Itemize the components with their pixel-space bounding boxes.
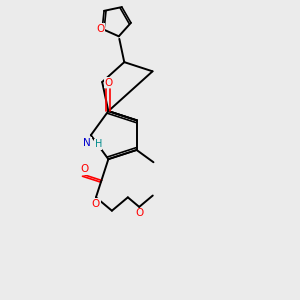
Text: O: O (97, 24, 105, 34)
Text: O: O (92, 199, 100, 209)
Text: O: O (136, 208, 144, 218)
Text: O: O (104, 78, 112, 88)
Text: H: H (94, 139, 102, 149)
Text: O: O (80, 164, 89, 174)
Text: N: N (83, 138, 91, 148)
